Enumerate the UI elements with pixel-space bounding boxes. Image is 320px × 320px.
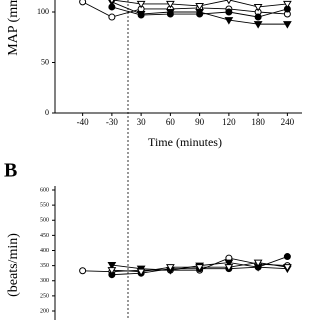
y-tick-label: 50 <box>41 57 49 66</box>
y-axis-label: (beats/min) <box>6 233 21 297</box>
marker <box>195 2 204 11</box>
panel-label: B <box>4 160 17 182</box>
x-tick-label: 60 <box>166 117 176 127</box>
marker <box>254 13 262 21</box>
marker <box>108 13 116 21</box>
y-tick-label: 600 <box>40 187 49 193</box>
marker <box>224 17 234 25</box>
x-axis-label: Time (minutes) <box>148 135 222 149</box>
marker <box>136 268 146 277</box>
marker <box>226 0 232 5</box>
marker <box>166 9 175 17</box>
marker <box>224 264 234 272</box>
marker <box>195 264 204 272</box>
marker <box>136 11 146 19</box>
x-tick-label: -30 <box>106 117 118 127</box>
marker <box>107 267 117 275</box>
marker <box>79 267 87 275</box>
marker <box>283 253 291 261</box>
y-tick-label: 350 <box>40 263 49 269</box>
marker <box>283 264 292 272</box>
y-tick-label: 500 <box>40 218 49 224</box>
y-tick-label: 250 <box>40 293 49 299</box>
y-tick-label: 0 <box>45 108 49 117</box>
marker <box>253 21 263 29</box>
y-tick-label: 100 <box>37 7 49 16</box>
y-tick-label: 400 <box>40 248 49 254</box>
x-tick-label: 90 <box>195 117 205 127</box>
marker <box>225 8 233 16</box>
y-axis-label: MAP (mmHg) <box>6 0 21 56</box>
y-tick-label: 450 <box>40 233 49 239</box>
y-tick-label: 200 <box>40 308 49 314</box>
x-tick-label: -40 <box>77 117 89 127</box>
marker <box>283 0 292 9</box>
x-tick-label: 30 <box>137 117 147 127</box>
series-line <box>82 1 288 18</box>
x-tick-label: 180 <box>251 117 265 127</box>
marker <box>79 0 87 6</box>
x-tick-label: 240 <box>281 117 295 127</box>
marker <box>253 259 263 268</box>
marker <box>109 0 115 5</box>
marker <box>107 262 117 270</box>
marker <box>224 259 234 268</box>
marker <box>283 21 292 29</box>
marker <box>166 264 175 272</box>
x-tick-label: 120 <box>222 117 236 127</box>
marker <box>136 0 146 9</box>
marker <box>166 0 175 9</box>
marker <box>253 3 263 12</box>
y-tick-label: 300 <box>40 278 49 284</box>
y-tick-label: 550 <box>40 203 49 209</box>
